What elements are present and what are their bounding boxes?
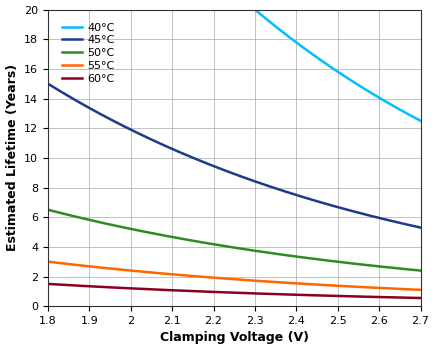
55°C (45, 260, 50, 264)
45°C (417, 225, 422, 230)
50°C (222, 244, 227, 248)
60°C (266, 292, 272, 296)
40°C (417, 119, 422, 123)
40°C (266, 20, 272, 24)
60°C (45, 282, 50, 286)
50°C (408, 268, 413, 272)
55°C (247, 278, 252, 282)
50°C (247, 248, 252, 252)
45°C (222, 168, 227, 173)
60°C (417, 296, 422, 300)
45°C (247, 177, 252, 182)
50°C (45, 208, 50, 212)
X-axis label: Clamping Voltage (V): Clamping Voltage (V) (159, 331, 308, 344)
Line: 45°C: 45°C (48, 84, 420, 228)
55°C (224, 276, 229, 281)
60°C (247, 291, 252, 295)
60°C (222, 290, 227, 294)
Y-axis label: Estimated Lifetime (Years): Estimated Lifetime (Years) (6, 64, 19, 251)
55°C (350, 285, 355, 289)
60°C (350, 294, 355, 299)
45°C (266, 184, 272, 189)
45°C (408, 223, 413, 228)
50°C (350, 261, 355, 266)
45°C (350, 209, 355, 214)
60°C (224, 290, 229, 295)
60°C (408, 296, 413, 300)
Legend: 40°C, 45°C, 50°C, 55°C, 60°C: 40°C, 45°C, 50°C, 55°C, 60°C (57, 18, 119, 88)
Line: 40°C: 40°C (255, 10, 420, 121)
Line: 60°C: 60°C (48, 284, 420, 298)
Line: 50°C: 50°C (48, 210, 420, 271)
55°C (417, 288, 422, 292)
40°C (408, 114, 413, 118)
45°C (224, 169, 229, 173)
50°C (417, 268, 422, 273)
45°C (45, 82, 50, 86)
50°C (224, 244, 229, 248)
55°C (408, 287, 413, 292)
50°C (266, 251, 272, 255)
55°C (222, 276, 227, 281)
40°C (350, 80, 355, 84)
55°C (266, 280, 272, 284)
Line: 55°C: 55°C (48, 262, 420, 290)
